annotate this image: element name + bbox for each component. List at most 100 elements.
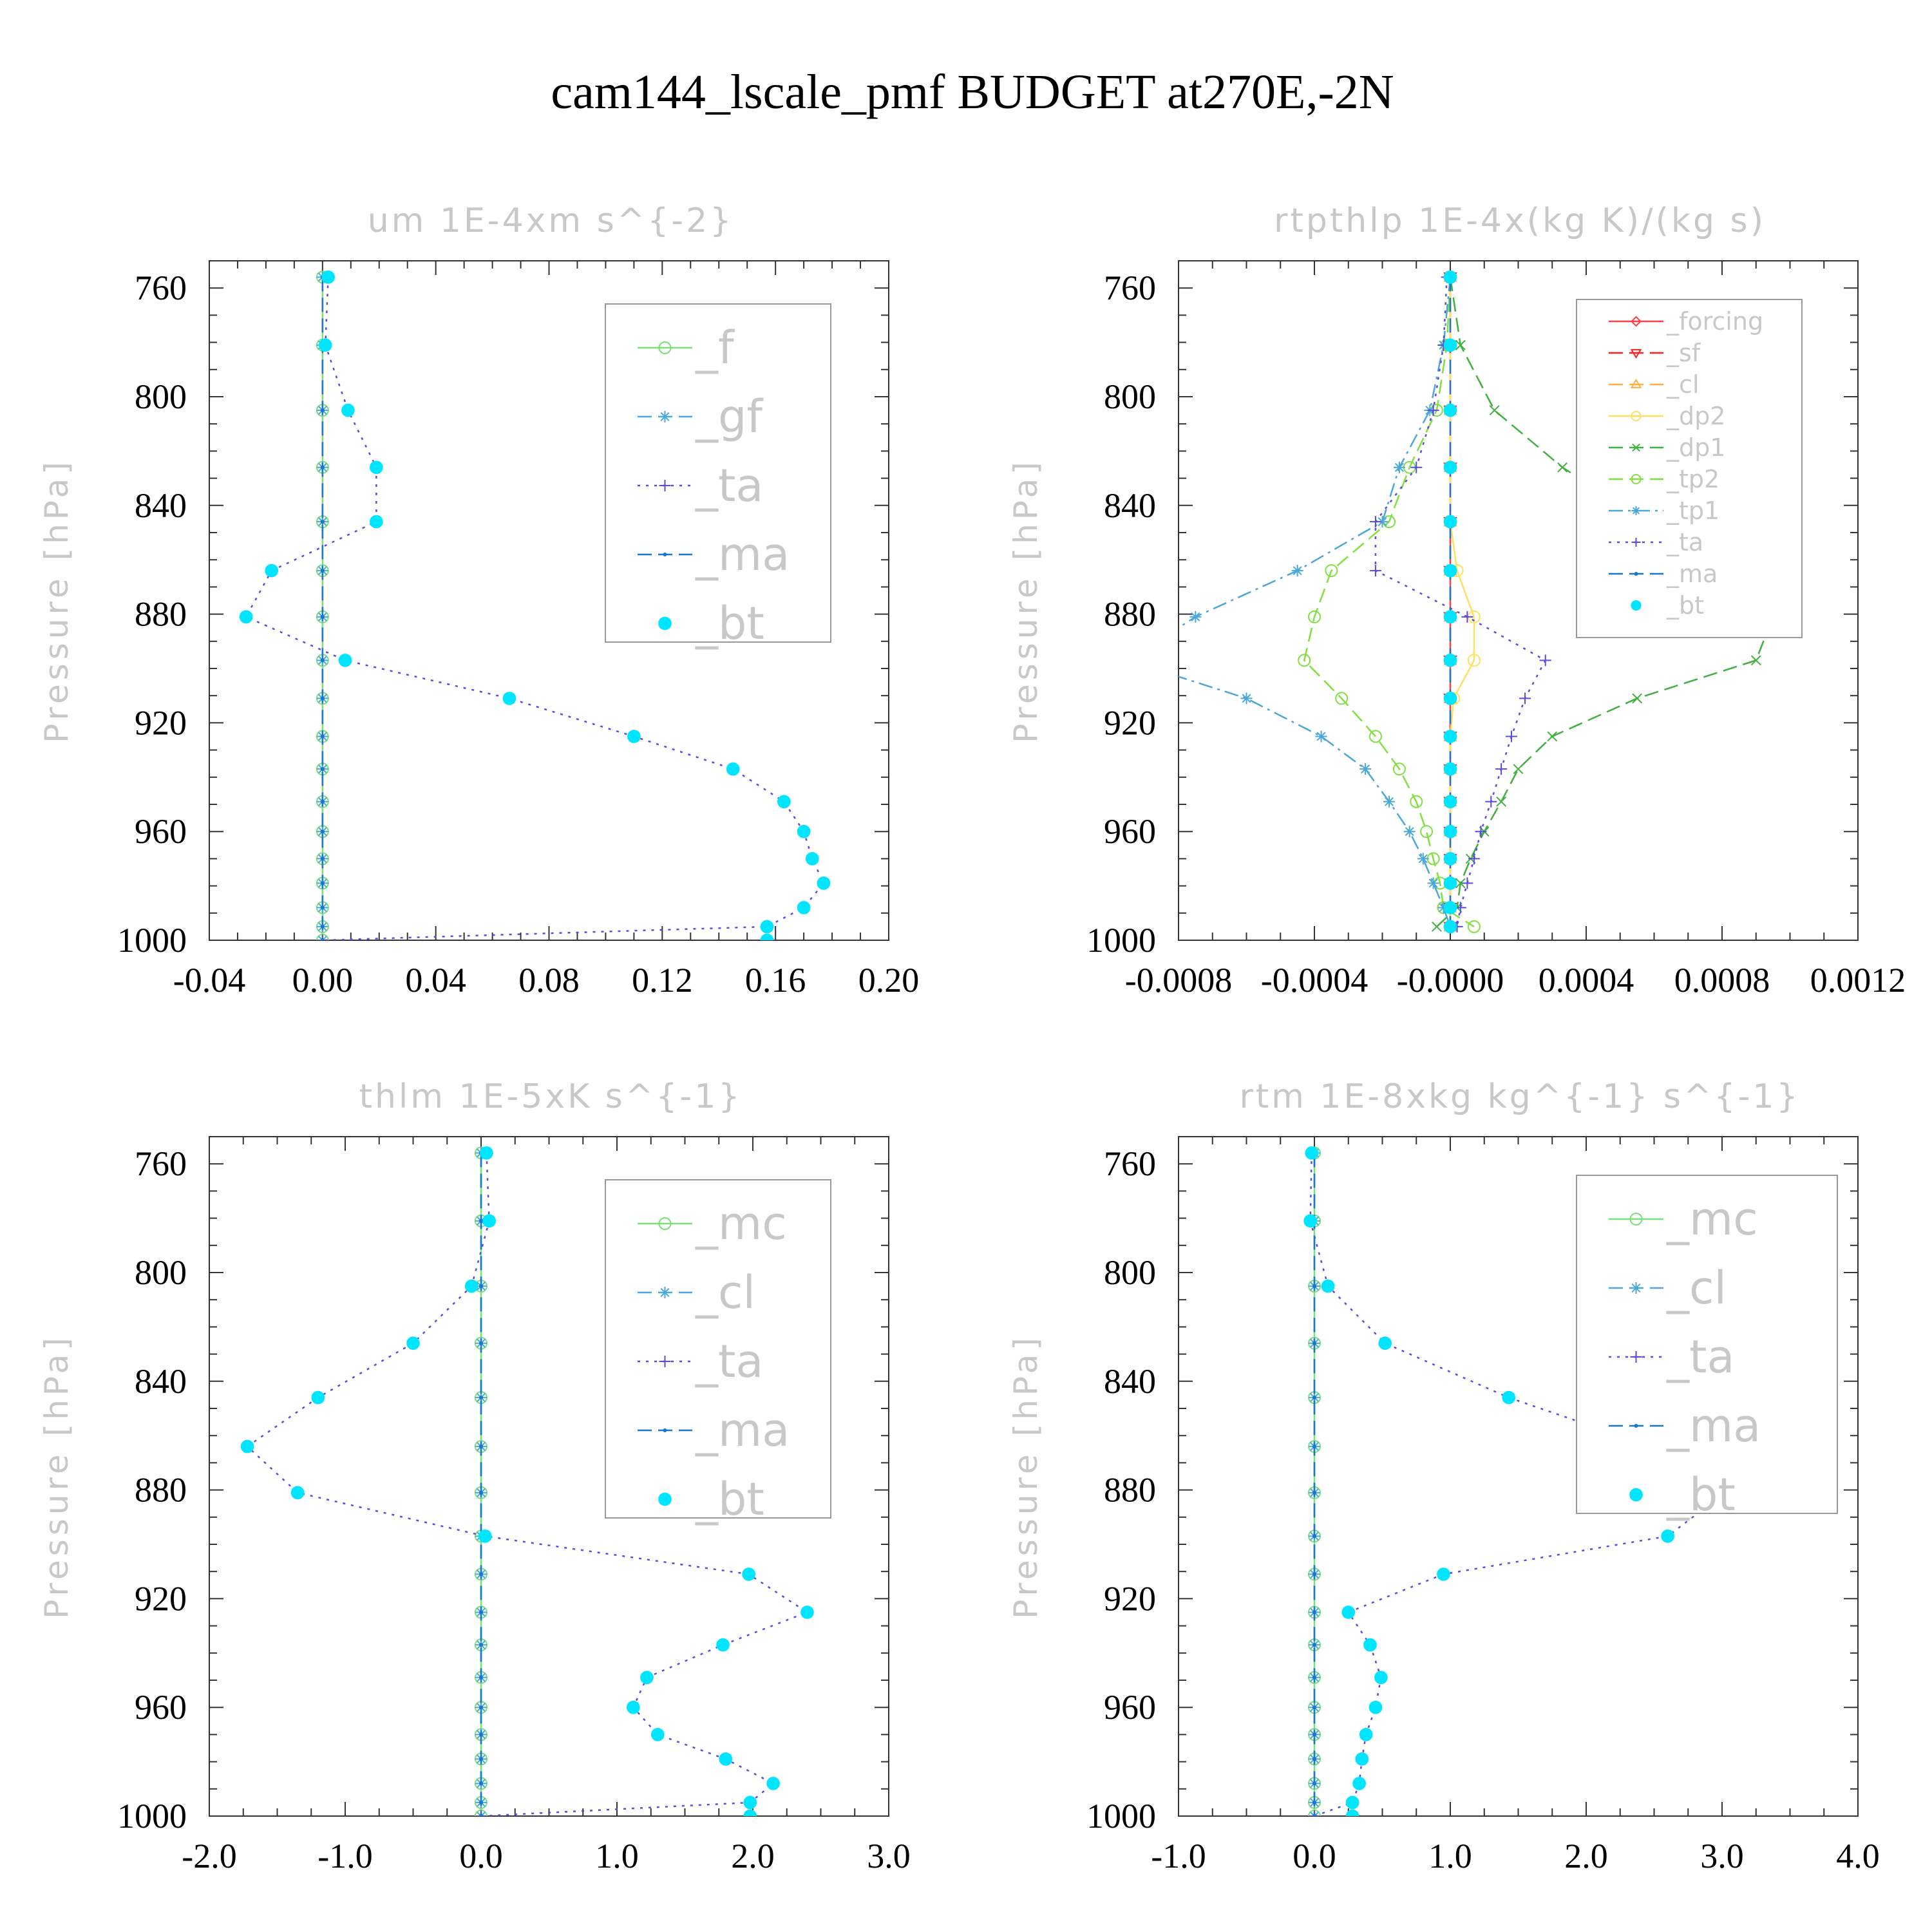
data-point [321, 270, 335, 284]
data-point [1443, 610, 1457, 624]
y-tick-label: 1000 [117, 1797, 187, 1835]
data-point [1312, 1284, 1316, 1289]
data-point [320, 857, 325, 861]
data-point [1393, 461, 1405, 473]
data-point [320, 658, 325, 663]
data-point [320, 905, 325, 910]
data-point [1403, 826, 1416, 838]
legend-item: _tp2 [1609, 465, 1719, 493]
plot-area [239, 270, 831, 940]
y-tick-label: 800 [1104, 1253, 1156, 1292]
legend-item: _dp2 [1609, 402, 1725, 430]
data-point [1312, 1610, 1316, 1615]
legend-box [1576, 1175, 1838, 1514]
chart-panel-4: rtm 1E-8xkg kg^{-1} s^{-1} Pressure [hPa]… [1007, 1077, 1880, 1875]
x-tick-label: 3.0 [1700, 1837, 1744, 1875]
y-tick-label: 920 [135, 703, 187, 742]
data-point [1369, 565, 1381, 577]
legend-item: _mc [1609, 1193, 1758, 1245]
legend-item: _bt [1629, 1468, 1736, 1521]
data-point [1461, 877, 1473, 889]
legend-item: _bt [1631, 591, 1704, 620]
data-point [311, 1390, 325, 1405]
data-point [1505, 730, 1517, 743]
data-point [1443, 515, 1457, 529]
x-tick-label: -1.0 [317, 1837, 372, 1875]
data-point [800, 1605, 814, 1619]
data-point [1519, 692, 1531, 705]
plot-area [240, 1146, 814, 1816]
y-tick-label: 920 [1104, 1579, 1156, 1618]
legend-item: _ta [638, 459, 763, 512]
data-point [1417, 853, 1429, 865]
data-point [1312, 1781, 1316, 1786]
data-point [1443, 852, 1457, 866]
legend-label: _ta [1666, 1331, 1734, 1383]
x-tick-label: -0.0008 [1125, 961, 1232, 999]
data-point [475, 1810, 487, 1816]
plot-area [1179, 270, 1779, 934]
data-point [1312, 1341, 1316, 1345]
data-point [338, 653, 352, 667]
legend-item: _ma [638, 528, 790, 581]
data-point [1345, 1795, 1359, 1810]
legend-label: _ta [695, 459, 763, 512]
y-axis-label: Pressure [hPa] [1007, 1334, 1045, 1619]
data-point [760, 920, 774, 934]
data-point [1335, 692, 1349, 705]
series-ta [1369, 271, 1551, 933]
data-point [766, 1777, 780, 1790]
data-point [479, 1572, 483, 1577]
legend-label: _mc [695, 1197, 787, 1250]
data-point [817, 876, 831, 890]
data-point [316, 934, 328, 940]
data-point [370, 460, 383, 475]
legend-label: _bt [1666, 1468, 1736, 1521]
y-tick-label: 920 [1104, 703, 1156, 742]
legend-box [1576, 299, 1803, 638]
data-point [370, 515, 383, 529]
legend-label: _ta [695, 1335, 763, 1388]
data-point [1312, 1732, 1316, 1737]
data-point [320, 520, 325, 524]
y-tick-label: 960 [135, 1688, 187, 1727]
data-point [1557, 462, 1567, 473]
data-point [1443, 901, 1457, 914]
data-point [716, 1638, 730, 1652]
data-point [479, 1814, 483, 1816]
x-tick-label: 2.0 [731, 1837, 775, 1875]
data-point [1489, 405, 1500, 416]
data-point [797, 901, 811, 914]
data-point [1443, 653, 1457, 667]
data-point [320, 408, 325, 413]
data-point [479, 1490, 483, 1495]
data-point [777, 795, 791, 809]
x-tick-label: -0.0000 [1397, 961, 1504, 999]
data-point [1355, 1752, 1369, 1766]
data-point [1312, 1814, 1316, 1816]
y-axis-label: Pressure [hPa] [38, 458, 75, 743]
legend-label: _cl [1666, 1262, 1727, 1314]
data-point [1485, 795, 1497, 808]
legend-item: _sf [1609, 339, 1701, 367]
legend-label: _ta [1666, 528, 1703, 556]
data-point [627, 730, 641, 743]
data-point [1359, 1728, 1373, 1741]
legend-label: _bt [695, 1473, 764, 1526]
data-point [1661, 1529, 1674, 1543]
data-point [1475, 826, 1487, 838]
data-point [1312, 1757, 1316, 1761]
data-point [1308, 610, 1321, 623]
x-tick-label: 0.0004 [1539, 961, 1634, 999]
data-point [1443, 270, 1457, 284]
data-point [480, 1146, 493, 1160]
data-point [320, 696, 325, 701]
data-point [1443, 338, 1457, 352]
y-tick-label: 920 [135, 1579, 187, 1618]
chart-panel-1: um 1E-4xm s^{-2} Pressure [hPa] 760 800 840 8… [38, 202, 919, 999]
legend-label: _cl [695, 1266, 755, 1319]
x-tick-label: -0.04 [173, 961, 245, 999]
data-point [320, 767, 325, 772]
data-point [1443, 795, 1457, 809]
data-point [1341, 1605, 1356, 1619]
